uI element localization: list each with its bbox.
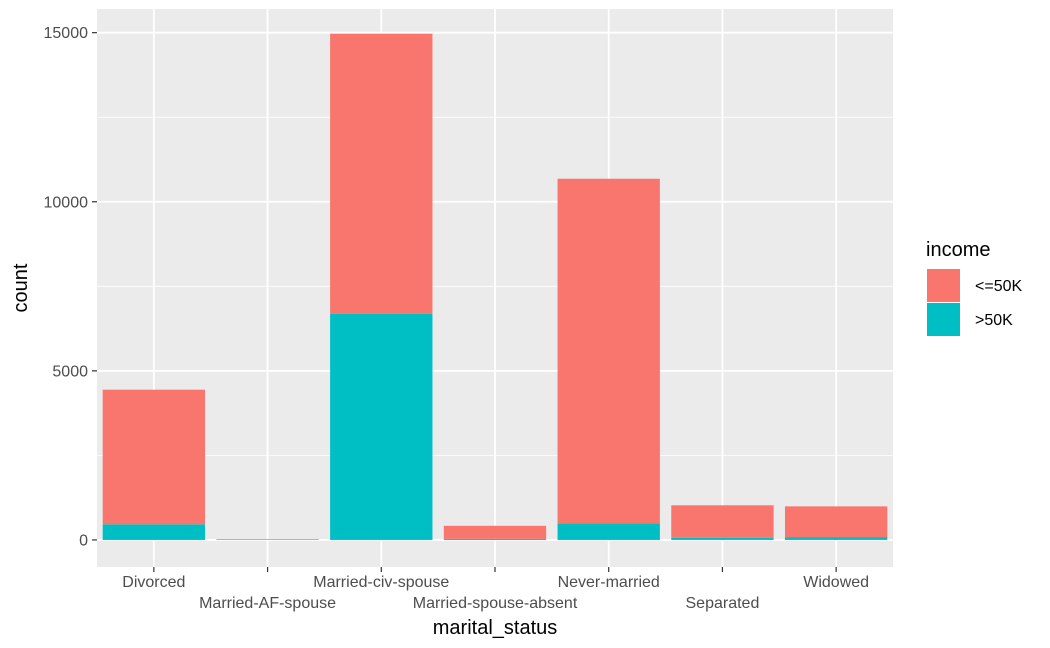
- x-tick-label: Married-civ-spouse: [313, 574, 449, 591]
- x-tick-label: Separated: [686, 595, 760, 612]
- y-axis: 0 5000 10000 15000: [44, 25, 97, 549]
- legend-title: income: [926, 239, 990, 261]
- y-tick-label: 15000: [44, 25, 89, 42]
- x-tick-label: Divorced: [122, 574, 185, 591]
- legend-label: <=50K: [975, 278, 1022, 295]
- x-tick-label: Married-AF-spouse: [199, 595, 336, 612]
- y-tick-label: 10000: [44, 194, 89, 211]
- bar-segment-le50k: [102, 389, 206, 525]
- y-tick-label: 0: [79, 532, 88, 549]
- legend-key: [927, 303, 960, 336]
- bar-segment-gt50k: [671, 537, 774, 540]
- bars: [102, 33, 888, 540]
- bar-segment-gt50k: [443, 538, 547, 540]
- legend: income <=50K >50K: [926, 239, 1022, 336]
- x-axis: Divorced Married-AF-spouse Married-civ-spo…: [122, 567, 869, 612]
- bar-segment-le50k: [671, 505, 774, 538]
- legend-label: >50K: [975, 312, 1013, 329]
- y-tick-label: 5000: [52, 363, 88, 380]
- bar-segment-gt50k: [784, 537, 888, 540]
- bar-segment-le50k: [784, 506, 888, 538]
- bar-segment-gt50k: [102, 524, 206, 540]
- x-axis-title: marital_status: [433, 617, 558, 639]
- y-axis-title: count: [10, 263, 32, 312]
- bar-segment-le50k: [557, 178, 660, 524]
- bar-segment-gt50k: [557, 523, 660, 540]
- legend-key: [927, 269, 960, 302]
- bar-segment-gt50k: [330, 313, 433, 540]
- bar-segment-le50k: [330, 33, 433, 314]
- x-tick-label: Never-married: [558, 574, 660, 591]
- x-tick-label: Married-spouse-absent: [413, 595, 578, 612]
- bar-segment-le50k: [443, 525, 547, 539]
- x-tick-label: Widowed: [803, 574, 869, 591]
